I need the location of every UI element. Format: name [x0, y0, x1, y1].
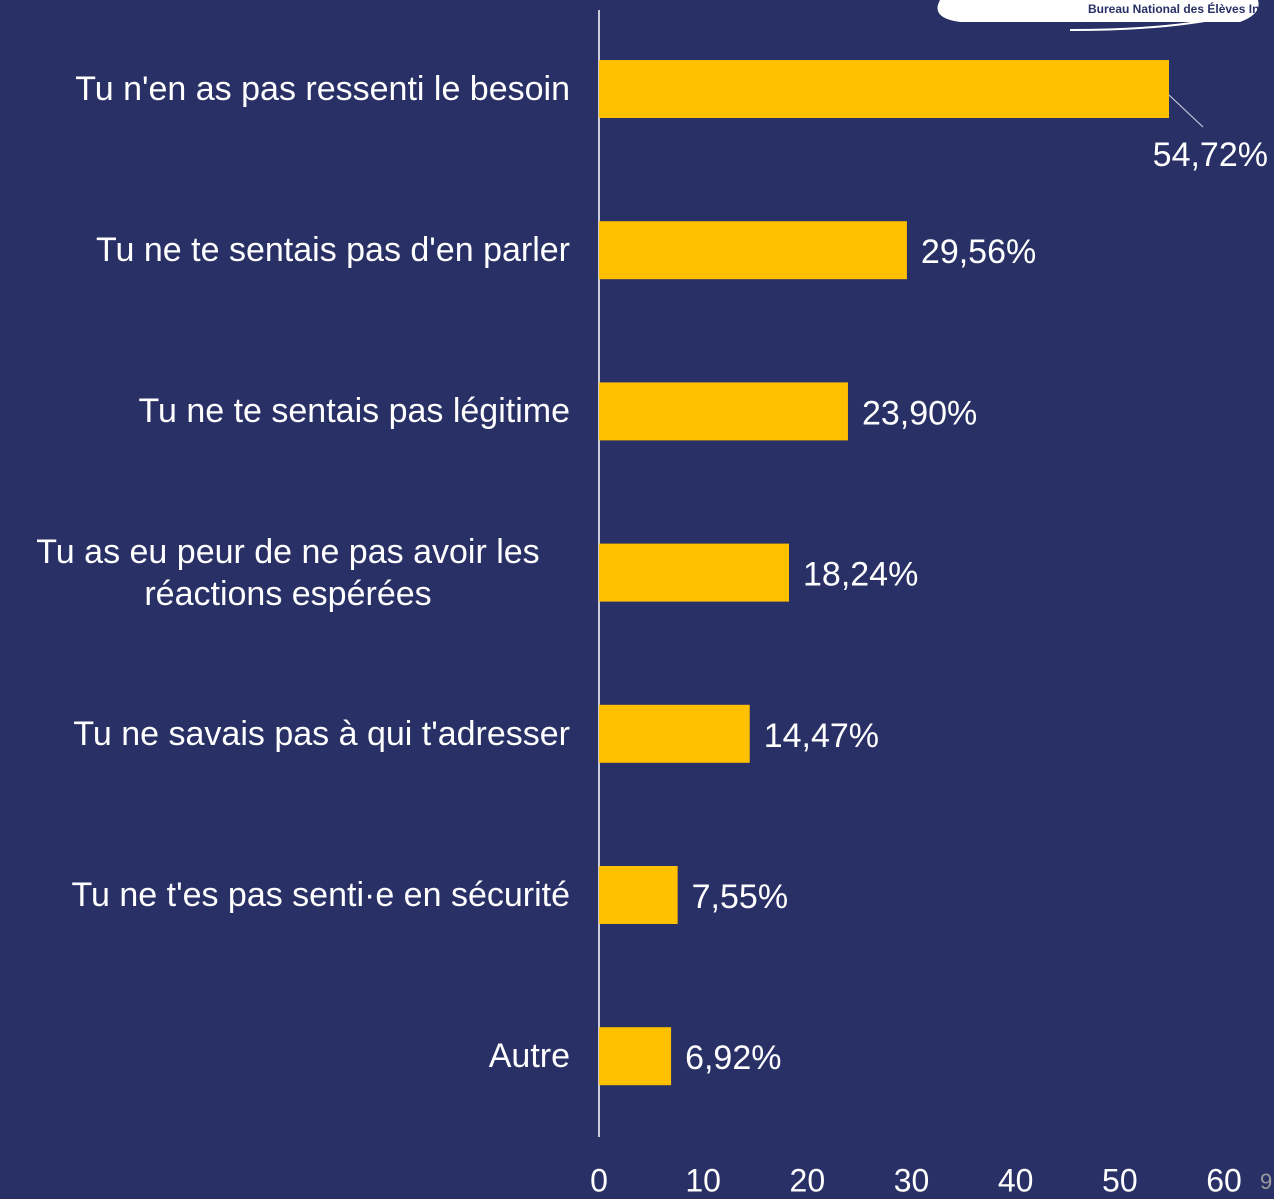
category-label: Tu as eu peur de ne pas avoir les réacti…: [6, 531, 570, 615]
leader-line: [1168, 94, 1204, 128]
x-tick-label: 50: [1102, 1162, 1138, 1198]
category-text: Tu ne savais pas à qui t'adresser: [73, 714, 570, 753]
value-label: 14,47%: [764, 717, 879, 755]
bar: [599, 60, 1169, 118]
category-text: Tu as eu peur de ne pas avoir les réacti…: [36, 532, 540, 613]
value-label: 23,90%: [862, 394, 977, 432]
value-label: 29,56%: [921, 233, 1036, 271]
x-tick-label: 30: [894, 1162, 930, 1198]
category-label: Autre: [6, 1035, 570, 1077]
bar: [599, 1027, 672, 1086]
x-tick-label: 20: [790, 1162, 826, 1198]
category-label: Tu ne te sentais pas d'en parler: [6, 229, 570, 271]
category-text: Tu ne te sentais pas d'en parler: [96, 231, 570, 270]
logo-shape: [937, 0, 1259, 22]
category-text: Tu ne t'es pas senti·e en sécurité: [71, 876, 571, 914]
x-tick-label: 40: [998, 1162, 1034, 1198]
bar: [599, 866, 678, 924]
category-label: Tu ne t'es pas senti·e en sécurité: [6, 874, 571, 916]
category-label: Tu n'en as pas ressenti le besoin: [6, 68, 570, 110]
bar: [599, 221, 907, 280]
logo-swoosh: [1069, 15, 1231, 31]
value-label: 6,92%: [685, 1039, 781, 1077]
x-tick-label: 60: [1206, 1162, 1242, 1198]
value-label: 7,55%: [692, 878, 788, 916]
slide-number: 9: [1260, 1169, 1272, 1194]
bar: [599, 382, 848, 441]
category-label: Tu ne te sentais pas légitime: [6, 390, 570, 432]
logo-text: Bureau National des Élèves Ingénieurs: [1088, 1, 1274, 16]
x-tick-label: 10: [685, 1162, 721, 1198]
category-text: Autre: [488, 1037, 570, 1076]
category-text: Tu n'en as pas ressenti le besoin: [75, 70, 570, 108]
value-label: 18,24%: [803, 556, 918, 594]
category-text: Tu ne te sentais pas légitime: [138, 392, 570, 431]
bar: [599, 543, 789, 602]
x-tick-label: 0: [590, 1162, 608, 1198]
bar: [599, 704, 750, 763]
value-label: 54,72%: [1153, 136, 1268, 174]
category-label: Tu ne savais pas à qui t'adresser: [6, 713, 570, 755]
